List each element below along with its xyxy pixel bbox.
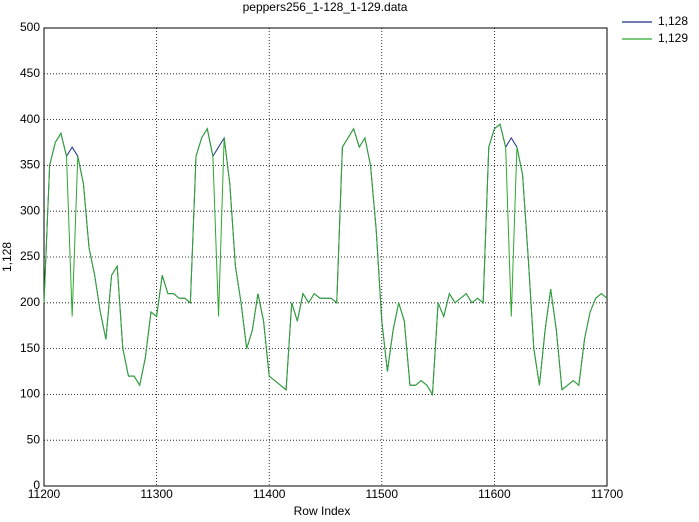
x-tick-label: 11500 (366, 487, 399, 501)
legend-label: 1,128 (658, 14, 688, 28)
y-tick-label: 0 (33, 478, 40, 492)
y-tick-label: 50 (27, 432, 41, 446)
y-tick-label: 500 (20, 20, 40, 34)
x-tick-label: 11300 (140, 487, 173, 501)
y-tick-label: 250 (20, 249, 40, 263)
y-tick-label: 300 (20, 203, 40, 217)
y-tick-label: 150 (20, 341, 40, 355)
series-line (43, 123, 608, 397)
y-tick-label: 400 (20, 112, 40, 126)
x-tick-label: 11600 (478, 487, 511, 501)
x-tick-label: 11700 (591, 487, 624, 501)
y-axis-label: 1,128 (0, 242, 14, 272)
plot-frame (43, 27, 608, 487)
y-tick-label: 350 (20, 158, 40, 172)
x-axis-label: Row Index (294, 504, 351, 518)
x-tick-label: 11400 (253, 487, 286, 501)
legend-label: 1,129 (658, 31, 688, 45)
x-tick-label: 11200 (28, 487, 61, 501)
chart-title: peppers256_1-128_1-129.data (243, 0, 408, 14)
y-tick-label: 100 (20, 387, 40, 401)
series-line (43, 123, 608, 397)
y-tick-label: 450 (20, 66, 40, 80)
y-tick-label: 200 (20, 295, 40, 309)
